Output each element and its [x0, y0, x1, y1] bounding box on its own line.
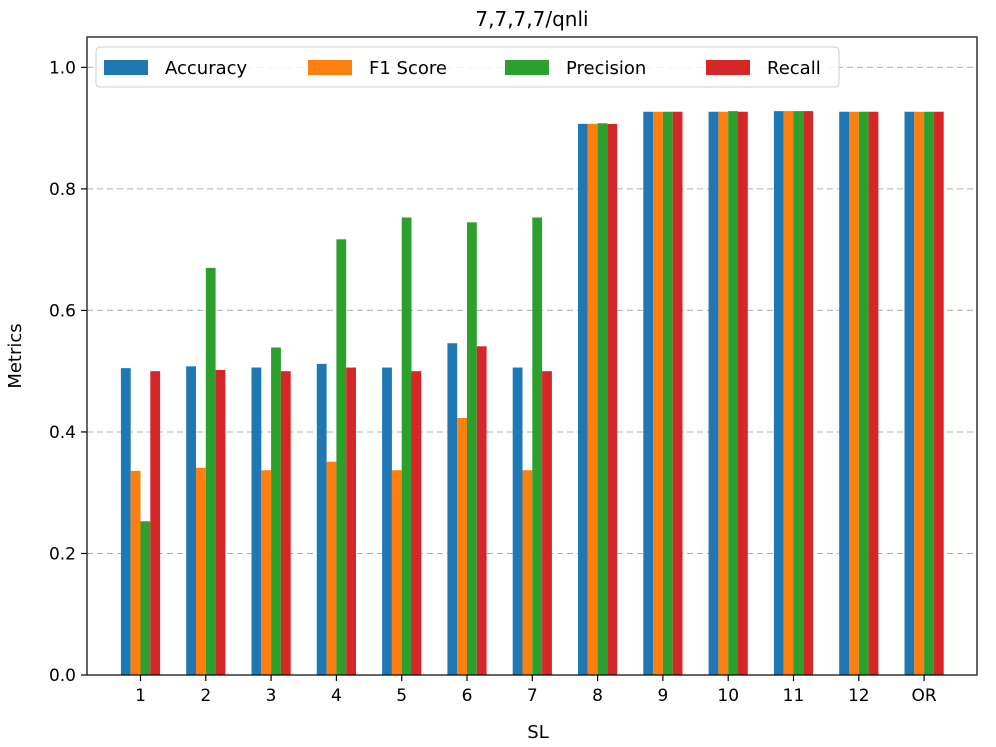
bar-recall-9: [672, 111, 683, 676]
bar-recall-7: [542, 371, 552, 675]
bar-precision-7: [532, 217, 543, 675]
bar-precision-5: [401, 217, 412, 675]
bar-precision-3: [271, 347, 281, 675]
bar-accuracy-or: [904, 111, 915, 676]
legend-swatch-precision: [505, 60, 549, 75]
y-axis-label: Metrics: [5, 323, 26, 388]
legend-label-f1-score: F1 Score: [369, 58, 447, 79]
x-tick-label: 1: [135, 686, 146, 706]
bar-f1-score-5: [391, 470, 402, 675]
bar-accuracy-4: [316, 363, 327, 675]
bar-f1-score-7: [522, 470, 533, 675]
x-axis-ticks: 1 2 3 4 5 6 7 8 9 10 11 12 OR: [135, 675, 937, 706]
y-tick-label: 0.6: [49, 301, 76, 321]
legend-label-precision: Precision: [566, 58, 646, 79]
y-tick-label: 1.0: [49, 58, 76, 78]
bar-recall-5: [411, 371, 422, 675]
x-tick-label: 7: [527, 686, 538, 706]
bar-accuracy-8: [578, 123, 588, 675]
x-tick-label: 12: [848, 686, 870, 706]
bar-precision-2: [205, 267, 216, 675]
x-tick-label: 11: [783, 686, 805, 706]
y-tick-label: 0.2: [49, 544, 76, 564]
bar-recall-1: [150, 371, 161, 675]
bar-f1-score-4: [326, 461, 337, 675]
legend-box: [95, 46, 840, 88]
bar-f1-score-2: [196, 467, 206, 675]
bar-precision-or: [924, 111, 934, 676]
y-tick-label: 0.4: [49, 423, 76, 443]
bar-accuracy-2: [186, 366, 196, 675]
x-tick-label: OR: [911, 686, 936, 706]
x-tick-label: 5: [396, 686, 407, 706]
bar-precision-8: [597, 123, 608, 675]
chart-title: 7,7,7,7/qnli: [475, 7, 588, 31]
bar-accuracy-12: [839, 111, 849, 676]
legend-swatch-accuracy: [104, 60, 148, 75]
bar-accuracy-10: [708, 111, 719, 676]
x-tick-label: 2: [200, 686, 211, 706]
bar-recall-10: [738, 111, 748, 676]
bar-precision-9: [662, 111, 673, 676]
bar-accuracy-1: [120, 368, 131, 675]
x-tick-label: 8: [592, 686, 603, 706]
legend-swatch-f1-score: [308, 60, 352, 75]
bar-accuracy-5: [382, 367, 392, 675]
bar-recall-or: [933, 111, 944, 676]
y-tick-label: 0.8: [49, 180, 76, 200]
x-tick-label: 10: [717, 686, 739, 706]
bar-precision-4: [336, 239, 347, 675]
y-axis-ticks: 0.0 0.2 0.4 0.6 0.8 1.0: [49, 58, 87, 686]
bar-f1-score-or: [914, 111, 925, 676]
bar-f1-score-12: [849, 111, 859, 676]
legend-label-recall: Recall: [767, 58, 821, 79]
x-tick-label: 3: [266, 686, 277, 706]
bar-precision-1: [140, 521, 151, 675]
legend-label-accuracy: Accuracy: [165, 58, 248, 79]
x-tick-label: 4: [331, 686, 342, 706]
bar-accuracy-9: [643, 111, 654, 676]
bar-precision-12: [858, 111, 869, 676]
x-tick-label: 6: [462, 686, 473, 706]
bar-accuracy-3: [251, 367, 262, 675]
bar-precision-11: [793, 111, 804, 676]
x-axis-label: SL: [527, 722, 548, 743]
bar-f1-score-9: [653, 111, 663, 676]
bars: [120, 111, 944, 676]
bar-recall-4: [346, 367, 356, 675]
bar-f1-score-8: [587, 123, 598, 675]
bar-precision-10: [728, 111, 738, 676]
bar-accuracy-11: [773, 111, 784, 676]
bar-recall-3: [280, 371, 291, 675]
bar-recall-6: [476, 346, 487, 675]
bar-f1-score-1: [130, 470, 141, 675]
bar-recall-11: [803, 111, 814, 676]
bar-recall-2: [215, 369, 226, 675]
bar-f1-score-10: [718, 111, 729, 676]
legend: Accuracy F1 Score Precision Recall: [95, 46, 840, 88]
bar-f1-score-11: [783, 111, 794, 676]
bar-precision-6: [467, 222, 477, 676]
bar-recall-12: [868, 111, 879, 676]
bar-f1-score-6: [457, 417, 467, 675]
bar-recall-8: [607, 123, 618, 675]
legend-swatch-recall: [706, 60, 750, 75]
bar-f1-score-3: [261, 470, 272, 675]
y-tick-label: 0.0: [49, 666, 76, 686]
bar-accuracy-6: [447, 343, 458, 675]
bar-accuracy-7: [512, 367, 523, 675]
x-tick-label: 9: [657, 686, 668, 706]
